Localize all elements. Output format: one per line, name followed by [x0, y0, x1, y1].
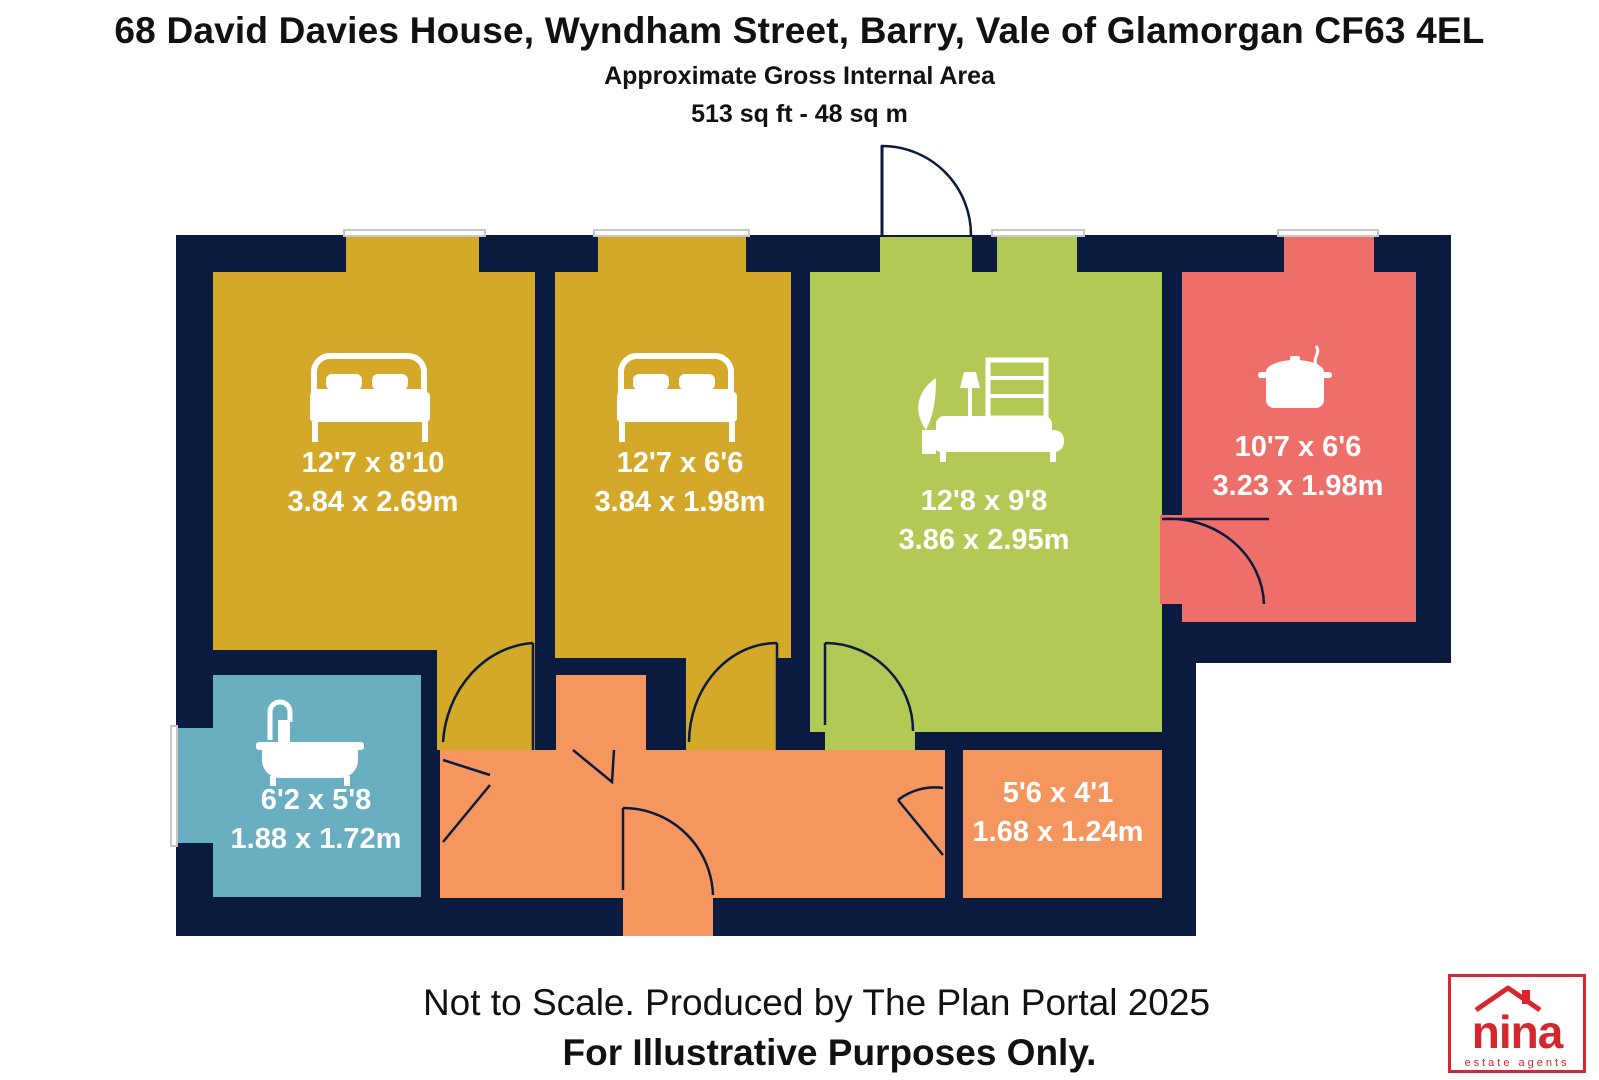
windows	[170, 229, 1379, 847]
room-kitchen	[1160, 237, 1416, 622]
bathroom-metric: 1.88 x 1.72m	[231, 823, 402, 855]
bedroom-2-metric: 3.84 x 1.98m	[595, 486, 766, 518]
living-room-imperial: 12'8 x 9'8	[921, 485, 1048, 517]
kitchen-imperial: 10'7 x 6'6	[1235, 431, 1362, 463]
svg-text:estate agents: estate agents	[1464, 1057, 1569, 1069]
room-bedroom-1	[213, 237, 535, 750]
bed-icon	[310, 353, 430, 442]
disclaimer: For Illustrative Purposes Only.	[562, 1032, 1097, 1073]
bedroom-2-imperial: 12'7 x 6'6	[617, 447, 744, 479]
storage-metric: 1.68 x 1.24m	[973, 816, 1144, 848]
living-room-metric: 3.86 x 2.95m	[899, 524, 1070, 556]
bathtub-icon	[256, 699, 364, 786]
sofa-icon	[918, 357, 1064, 462]
room-bathroom	[178, 675, 421, 897]
bedroom-1-imperial: 12'7 x 8'10	[302, 447, 445, 479]
cooking-pot-icon	[1258, 345, 1332, 408]
scale-note: Not to Scale. Produced by The Plan Porta…	[422, 982, 1211, 1023]
nina-estate-agents-logo: nina estate agents	[1448, 974, 1586, 1073]
room-hallway	[440, 675, 945, 936]
total-area: 513 sq ft - 48 sq m	[691, 100, 908, 128]
room-bedroom-2	[555, 237, 791, 750]
bathroom-imperial: 6'2 x 5'8	[261, 784, 372, 816]
kitchen-metric: 3.23 x 1.98m	[1213, 470, 1384, 502]
door-swings	[441, 144, 1269, 896]
area-caption: Approximate Gross Internal Area	[604, 62, 995, 90]
plan-title: 68 David Davies House, Wyndham Street, B…	[114, 10, 1485, 51]
svg-text:nina: nina	[1472, 1006, 1564, 1058]
bedroom-1-metric: 3.84 x 2.69m	[288, 486, 459, 518]
storage-imperial: 5'6 x 4'1	[1003, 777, 1114, 809]
room-storage	[963, 750, 1162, 898]
bed-icon	[617, 353, 737, 442]
